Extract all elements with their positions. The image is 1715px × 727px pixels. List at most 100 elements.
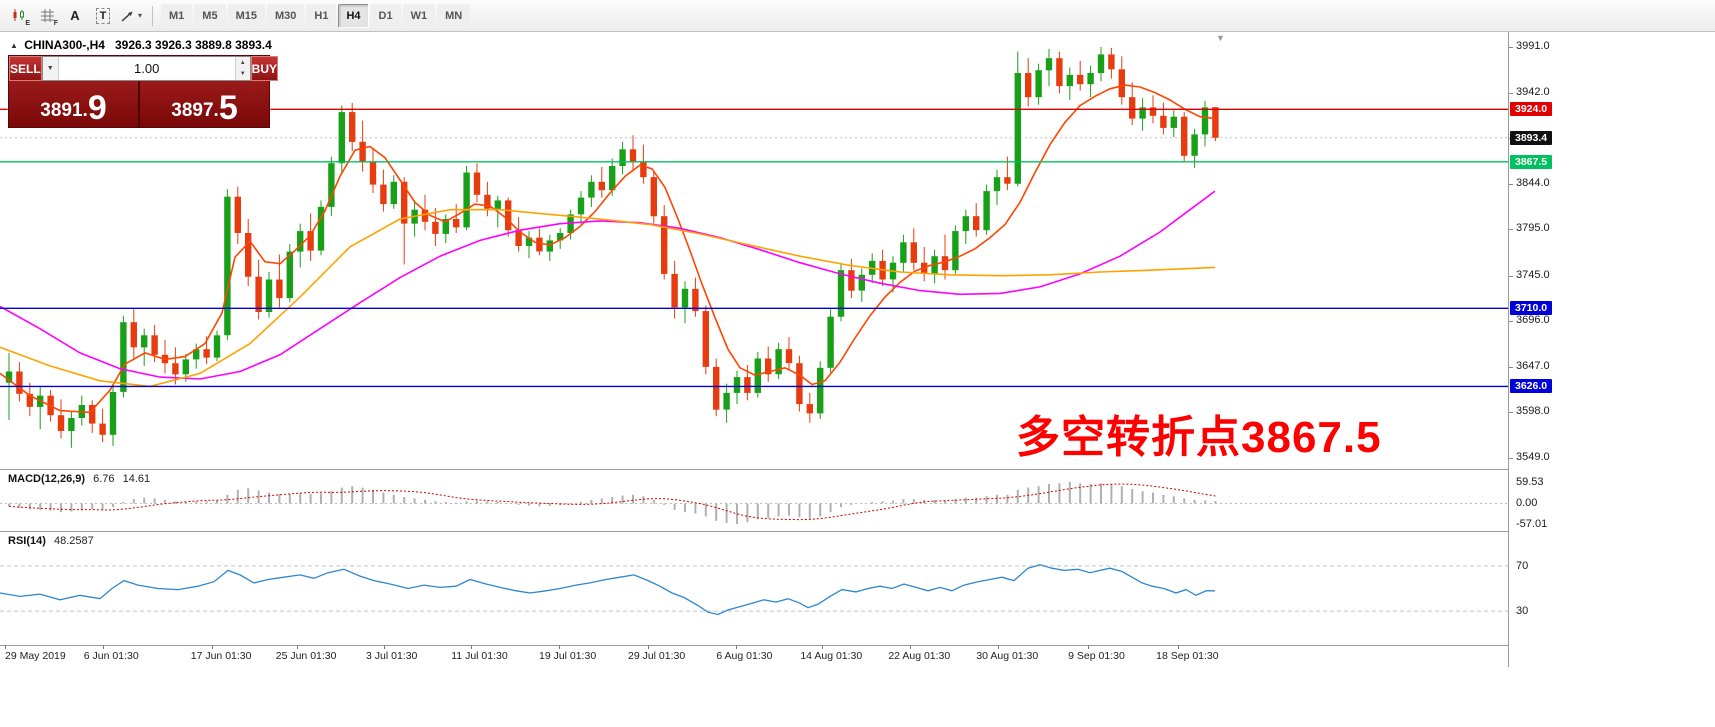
buy-button[interactable]: BUY: [250, 56, 279, 81]
volume-dropdown-icon[interactable]: ▼: [42, 57, 59, 80]
ohlc-values: 3926.3 3926.3 3889.8 3893.4: [115, 38, 272, 52]
candlestick-glyph: [13, 8, 24, 21]
price-macd-separator[interactable]: [0, 469, 1715, 470]
time-tickmark: [471, 645, 472, 649]
macd-tick-label: 0.00: [1516, 497, 1538, 510]
trendline-icon: [121, 10, 133, 22]
rsi-indicator-canvas[interactable]: [0, 532, 1508, 645]
bid-price[interactable]: 3891. 9: [9, 81, 138, 127]
time-tickmark: [822, 645, 823, 649]
sell-button[interactable]: SELL: [9, 56, 42, 81]
time-tickmark: [910, 645, 911, 649]
rsi-label: RSI(14) 48.2587: [8, 535, 94, 547]
timeframe-button-m30[interactable]: M30: [266, 3, 305, 28]
time-axis-label: 18 Sep 01:30: [1156, 650, 1219, 662]
axis-border: [1508, 32, 1509, 667]
text-label-tool[interactable]: A: [62, 4, 88, 28]
one-click-trading-panel: SELL ▼ ▲ ▼ BUY 3891. 9 3897. 5: [8, 55, 279, 128]
ask-price[interactable]: 3897. 5: [140, 81, 269, 127]
time-axis-label: 6 Aug 01:30: [716, 650, 773, 662]
bid-price-main: 3891.: [40, 100, 88, 122]
time-tickmark: [297, 645, 298, 649]
timeframe-button-m5[interactable]: M5: [194, 3, 226, 28]
time-axis-label: 6 Jun 01:30: [83, 650, 139, 662]
toolbar-separator: [152, 5, 153, 26]
macd-rsi-separator[interactable]: [0, 531, 1715, 532]
time-tickmark: [1088, 645, 1089, 649]
macd-indicator-canvas[interactable]: [0, 470, 1508, 530]
line-tools-button[interactable]: ▾: [118, 4, 144, 28]
sub-label-e: E: [25, 19, 30, 27]
bid-price-big-digit: 9: [87, 88, 107, 127]
chart-annotation-text: 多空转折点3867.5: [1016, 413, 1382, 462]
timeframe-button-h1[interactable]: H1: [306, 3, 337, 28]
time-tickmark: [212, 645, 213, 649]
text-box-tool[interactable]: T: [90, 4, 116, 28]
price-axis[interactable]: 3991.0 3942.0 3893.4 3844.0 3795.0 3745.0 3696…: [1509, 32, 1715, 727]
chevron-down-icon: ▾: [137, 11, 142, 20]
price-chart-canvas[interactable]: [0, 32, 1508, 469]
timeframe-button-w1[interactable]: W1: [402, 3, 436, 28]
timeframe-button-d1[interactable]: D1: [370, 3, 401, 28]
time-tickmark: [5, 645, 6, 649]
volume-decrease-icon[interactable]: ▼: [239, 71, 246, 78]
time-axis-label: 14 Aug 01:30: [800, 650, 863, 662]
time-tickmark: [384, 645, 385, 649]
time-tickmark: [998, 645, 999, 649]
symbol-marker-icon: ▲: [10, 41, 18, 50]
time-tickmark: [736, 645, 737, 649]
letter-a-icon: A: [70, 8, 80, 23]
time-axis-label: 9 Sep 01:30: [1068, 650, 1125, 662]
time-tickmark: [648, 645, 649, 649]
time-axis[interactable]: 29 May 2019 6 Jun 01:30 17 Jun 01:30 25 Jun…: [0, 645, 1508, 667]
macd-tick-label: 59.53: [1516, 476, 1544, 488]
time-tickmark: [559, 645, 560, 649]
time-tickmark: [103, 645, 104, 649]
time-axis-label: 30 Aug 01:30: [976, 650, 1039, 662]
time-axis-label: 22 Aug 01:30: [888, 650, 951, 662]
price-tick-label: 3795.0: [1516, 222, 1550, 235]
price-tickmark: [1509, 183, 1513, 185]
price-tick-label: 3942.0: [1516, 85, 1550, 98]
time-axis-label: 19 Jul 01:30: [538, 650, 597, 662]
time-axis-label: 11 Jul 01:30: [451, 650, 508, 662]
volume-increase-icon[interactable]: ▲: [239, 59, 246, 66]
macd-label: MACD(12,26,9) 6.76 14.61: [8, 473, 150, 485]
chart-ohlc-readout: ▲ CHINA300-,H4 3926.3 3926.3 3889.8 3893…: [10, 38, 272, 52]
price-marker-3924.0: 3924.0: [1510, 102, 1553, 117]
timeframe-button-h4[interactable]: H4: [338, 3, 369, 28]
volume-input[interactable]: [58, 57, 235, 80]
price-tickmark: [1509, 47, 1513, 48]
rsi-name: RSI(14): [8, 535, 46, 547]
timeframe-button-mn[interactable]: MN: [437, 3, 471, 28]
price-tickmark: [1509, 229, 1513, 231]
rsi-tick-label: 30: [1516, 605, 1529, 618]
macd-main-value: 6.76: [93, 473, 115, 485]
toolbar: E F A T ▾ M1 M5 M15 M30 H1 H4 D1 W1: [0, 0, 1715, 32]
timeframe-button-m15[interactable]: M15: [227, 3, 265, 28]
timeframe-button-m1[interactable]: M1: [161, 3, 193, 28]
macd-tick-label: -57.01: [1516, 518, 1548, 530]
price-tickmark: [1509, 92, 1513, 94]
time-axis-label: 25 Jun 01:30: [275, 650, 337, 662]
volume-box: ▼ ▲ ▼: [41, 56, 251, 81]
rsi-value: 48.2587: [53, 535, 94, 547]
price-tick-label: 3745.0: [1516, 268, 1550, 281]
price-tickmark: [1509, 275, 1513, 277]
price-tick-label: 3647.0: [1516, 359, 1550, 372]
price-marker-3893.4: 3893.4: [1510, 130, 1553, 145]
price-marker-3710.0: 3710.0: [1510, 301, 1553, 316]
price-marker-3867.5: 3867.5: [1510, 154, 1553, 169]
macd-name: MACD(12,26,9): [8, 473, 86, 485]
candlestick-chart-icon[interactable]: E: [6, 4, 32, 28]
price-tick-label: 3598.0: [1516, 405, 1550, 418]
sub-label-f: F: [53, 19, 58, 27]
price-tick-label: 3991.0: [1516, 40, 1550, 52]
price-tick-label: 3549.0: [1516, 451, 1550, 463]
price-tickmark: [1509, 458, 1513, 459]
grid-icon[interactable]: F: [34, 4, 60, 28]
price-marker-3626.0: 3626.0: [1510, 379, 1553, 394]
letter-t-icon: T: [95, 7, 111, 24]
chart-shift-marker-icon[interactable]: ▼: [1216, 33, 1225, 43]
grid-glyph: [40, 9, 54, 22]
